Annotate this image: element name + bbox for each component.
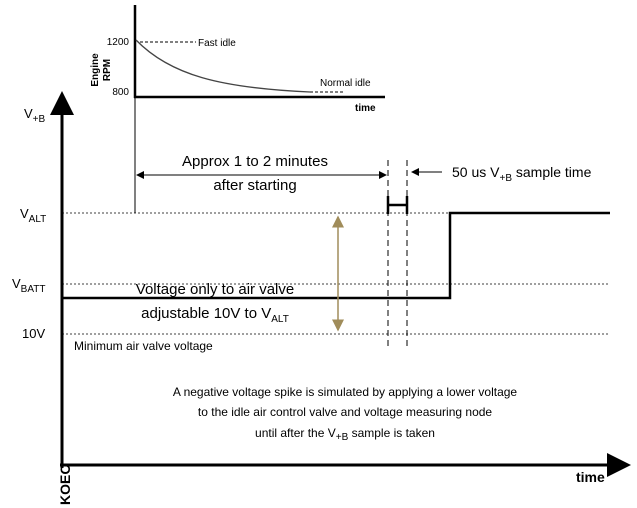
paragraph: until after the V+B sample is taken [255, 426, 435, 443]
level-label: 10V [22, 326, 45, 341]
rpm-curve [135, 39, 311, 93]
voltage-note: adjustable 10V to VALT [141, 305, 289, 325]
tick-label: 1200 [107, 37, 130, 48]
x-label: time [576, 469, 605, 485]
y-label: V+B [24, 106, 46, 125]
fast-idle-label: Fast idle [198, 38, 236, 49]
voltage-note: Voltage only to air valve [136, 281, 294, 298]
level-label: VALT [20, 206, 46, 225]
paragraph: to the idle air control valve and voltag… [198, 405, 493, 419]
tick-label: 800 [112, 87, 129, 98]
x-label: time [355, 103, 376, 114]
voltage-trace [62, 211, 610, 300]
x-origin: KOEO [57, 464, 73, 505]
paragraph: A negative voltage spike is simulated by… [173, 385, 518, 399]
sample-window [386, 196, 409, 214]
approx: Approx 1 to 2 minutes [182, 153, 328, 170]
y-label: Engine [90, 53, 101, 87]
sample-label: 50 us V+B sample time [452, 164, 592, 184]
approx: after starting [213, 177, 296, 194]
inset: 1200 800 Engine RPM Fast idle Normal idl… [90, 5, 385, 114]
level-label: VBATT [12, 276, 46, 295]
y-label: RPM [102, 59, 113, 81]
normal-idle-label: Normal idle [320, 78, 371, 89]
minimum-label: Minimum air valve voltage [74, 339, 213, 353]
